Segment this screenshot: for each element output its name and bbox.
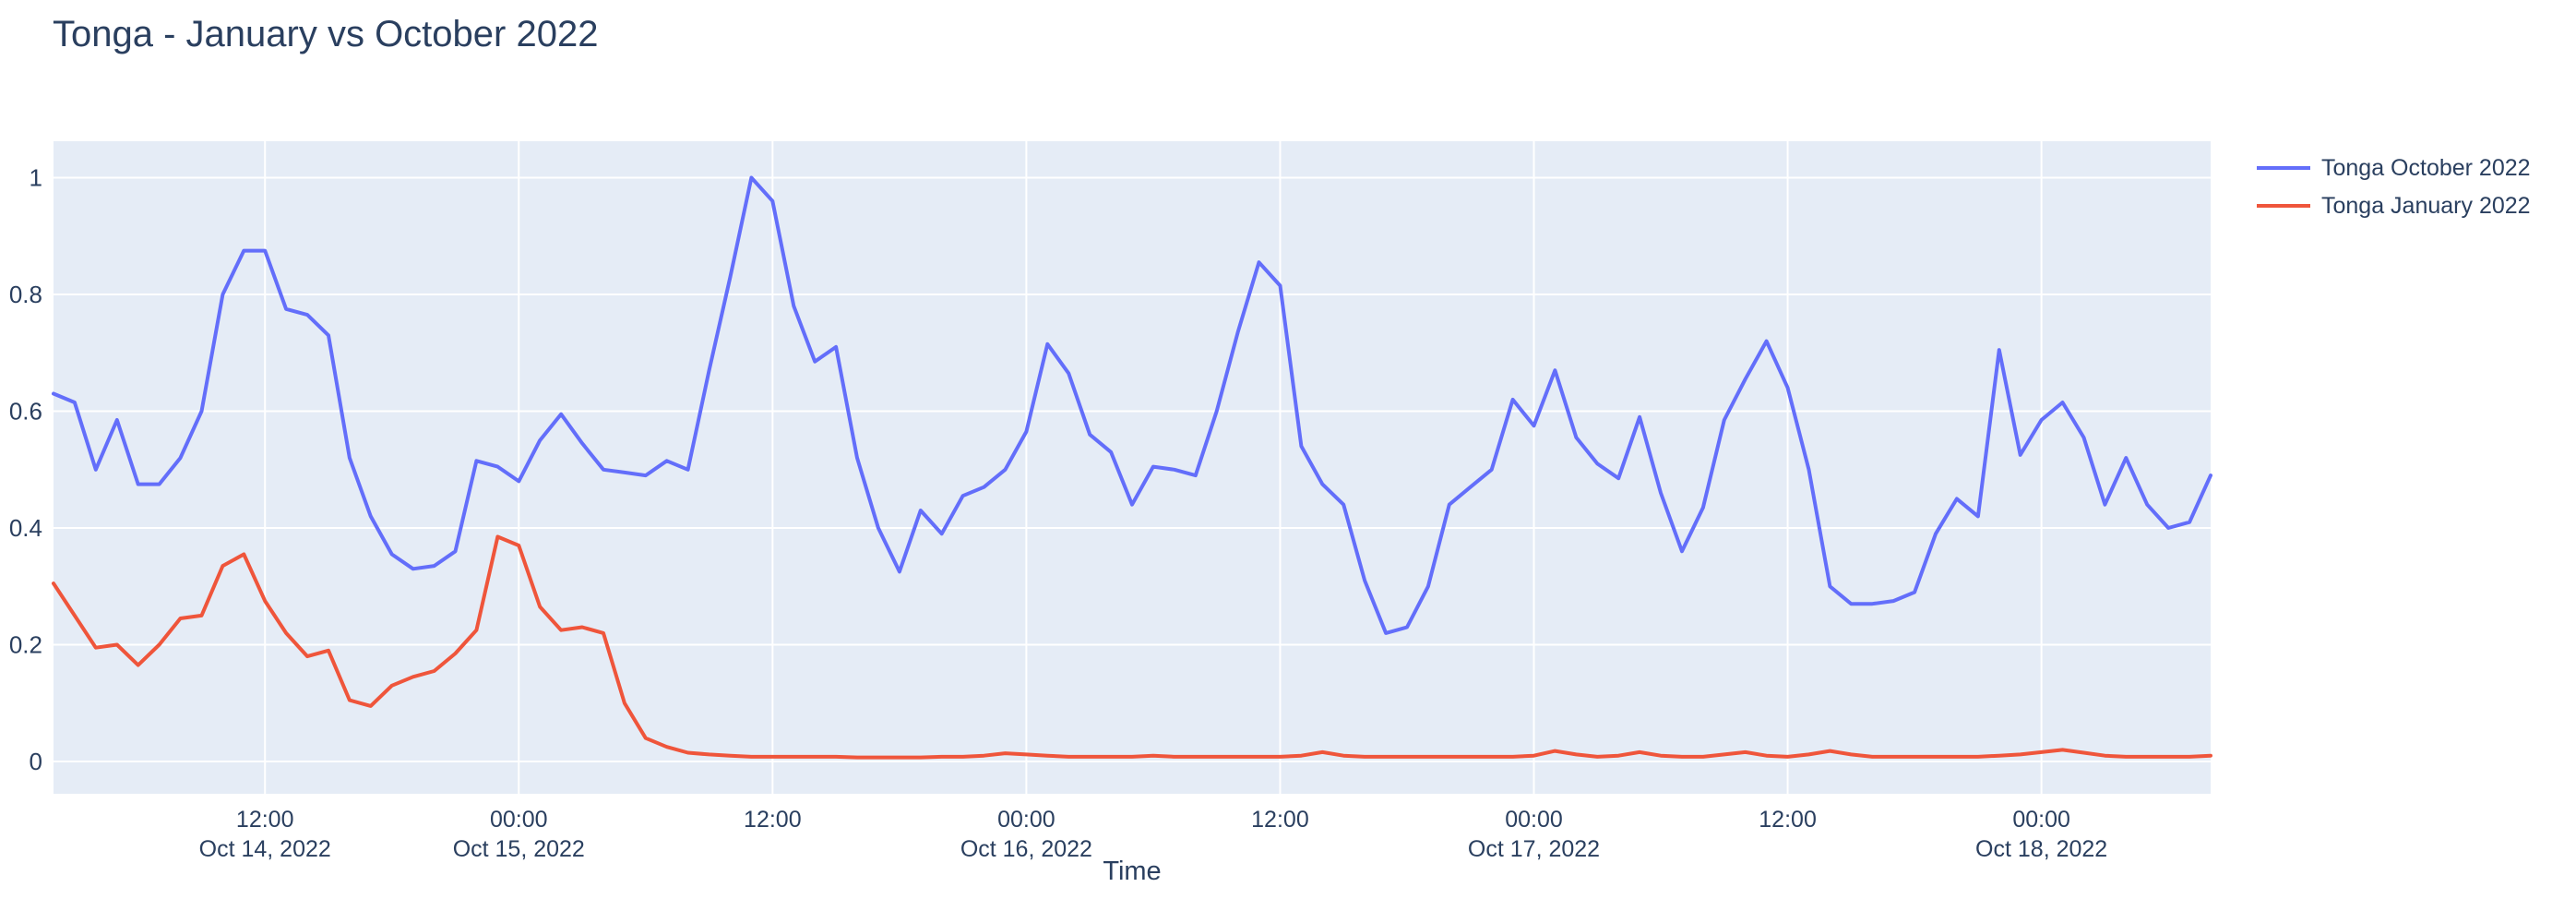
legend-swatch-line-icon xyxy=(2257,204,2310,208)
x-tick-time-label: 00:00 xyxy=(997,807,1055,833)
legend-swatch-line-icon xyxy=(2257,166,2310,170)
x-tick-time-label: 00:00 xyxy=(2012,807,2070,833)
x-tick-time-label: 12:00 xyxy=(236,807,294,833)
x-tick-time-label: 12:00 xyxy=(1251,807,1309,833)
x-tick-time-label: 12:00 xyxy=(1759,807,1817,833)
series-line-tonga-january-2022[interactable] xyxy=(52,534,2212,760)
chart-title: Tonga - January vs October 2022 xyxy=(53,14,599,54)
y-tick-label: 1 xyxy=(30,164,42,192)
x-tick-time-label: 12:00 xyxy=(744,807,802,833)
legend-item-label: Tonga January 2022 xyxy=(2321,192,2531,219)
x-tick-date-label: Oct 14, 2022 xyxy=(199,836,331,862)
x-tick-time-label: 00:00 xyxy=(490,807,548,833)
x-axis-title: Time xyxy=(1103,857,1162,886)
y-tick-label: 0.8 xyxy=(9,281,42,308)
y-tick-label: 0 xyxy=(30,748,42,775)
legend-item-tonga-october-2022[interactable]: Tonga October 2022 xyxy=(2257,153,2531,183)
y-tick-label: 0.6 xyxy=(9,398,42,426)
x-tick-date-label: Oct 16, 2022 xyxy=(960,836,1092,862)
series-line-tonga-october-2022[interactable] xyxy=(52,175,2212,635)
legend: Tonga October 2022 Tonga January 2022 xyxy=(2257,153,2531,221)
x-tick-date-label: Oct 17, 2022 xyxy=(1468,836,1600,862)
legend-item-label: Tonga October 2022 xyxy=(2321,154,2531,181)
plot-background[interactable] xyxy=(54,141,2211,794)
y-tick-label: 0.4 xyxy=(9,514,42,542)
x-tick-date-label: Oct 15, 2022 xyxy=(453,836,585,862)
y-tick-label: 0.2 xyxy=(9,631,42,659)
x-tick-time-label: 00:00 xyxy=(1505,807,1563,833)
x-tick-date-label: Oct 18, 2022 xyxy=(1975,836,2107,862)
legend-item-tonga-january-2022[interactable]: Tonga January 2022 xyxy=(2257,191,2531,221)
